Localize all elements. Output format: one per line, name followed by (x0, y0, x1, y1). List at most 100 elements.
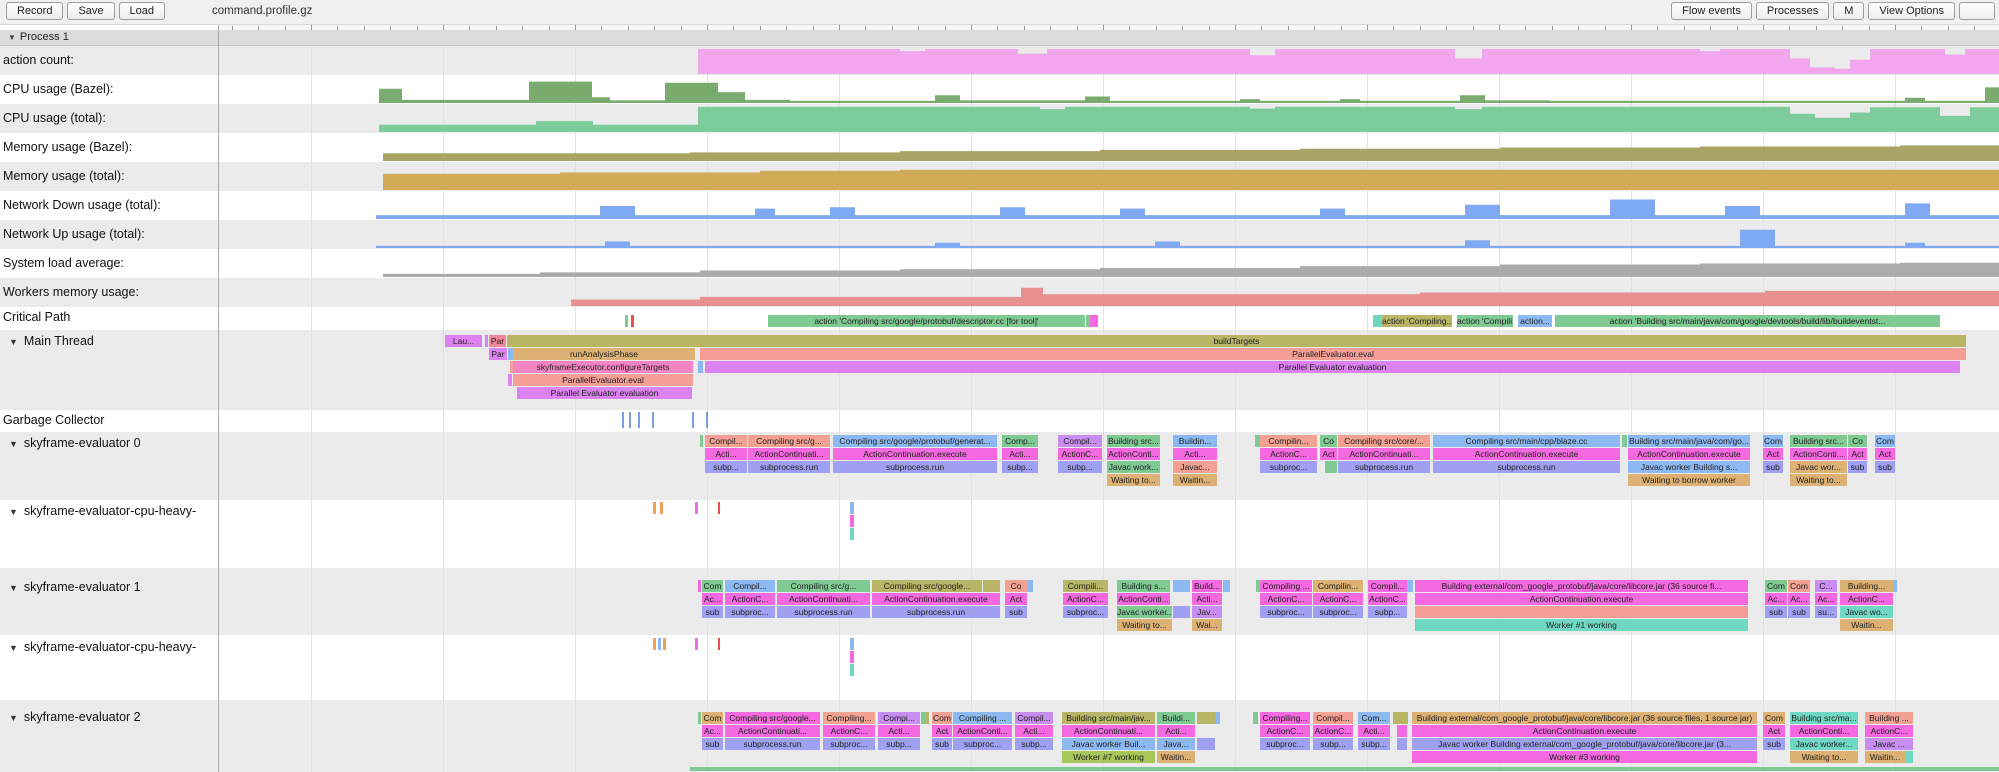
trace-event[interactable]: Wai... (1192, 619, 1222, 631)
trace-event[interactable]: Com (1875, 435, 1895, 447)
trace-event[interactable]: subproc... (1260, 461, 1317, 473)
trace-event[interactable]: subp... (1368, 606, 1407, 618)
trace-event[interactable]: Compili... (1063, 580, 1108, 592)
trace-event[interactable]: Waitin... (1157, 751, 1195, 763)
trace-event[interactable]: sub (702, 738, 723, 750)
trace-event[interactable]: action 'Compiling src/google/protobuf/de… (768, 315, 1085, 327)
trace-event[interactable] (698, 580, 701, 592)
trace-event[interactable]: ActionC... (1260, 593, 1312, 605)
trace-event[interactable]: subp... (1358, 738, 1390, 750)
trace-event[interactable] (1197, 712, 1215, 724)
trace-event[interactable]: sub (1005, 606, 1027, 618)
row-label-skyframe-evaluator-2[interactable]: ▼ skyframe-evaluator 2 (3, 710, 141, 724)
trace-event[interactable] (850, 664, 854, 676)
trace-event[interactable]: Act (1005, 593, 1027, 605)
trace-event[interactable]: ActionContinuation.execute (1433, 448, 1620, 460)
trace-event[interactable]: Ac... (1788, 593, 1810, 605)
trace-event[interactable]: ActionContinuation.execute (833, 448, 997, 460)
counter-chart-net-up[interactable] (218, 220, 1999, 249)
trace-event[interactable]: Waitin... (1865, 751, 1905, 763)
trace-event[interactable]: subprocess.run (1338, 461, 1430, 473)
trace-event[interactable]: Co (1848, 435, 1867, 447)
trace-event[interactable] (718, 638, 720, 650)
trace-event[interactable] (850, 515, 854, 527)
trace-event[interactable]: Compiling ... (1260, 580, 1312, 592)
counter-chart-mem-bazel[interactable] (218, 133, 1999, 162)
trace-event[interactable] (983, 580, 1000, 592)
trace-event[interactable]: Compil... (1058, 435, 1102, 447)
trace-event[interactable] (695, 638, 698, 650)
trace-event[interactable]: ActionC... (1865, 725, 1913, 737)
trace-event[interactable]: sub (1763, 738, 1785, 750)
trace-event[interactable]: Worker #1 working (1415, 619, 1748, 631)
trace-event[interactable]: subp... (1313, 738, 1353, 750)
trace-event[interactable]: subp... (878, 738, 920, 750)
trace-event[interactable] (1397, 738, 1407, 750)
collapse-arrow-icon[interactable]: ▼ (9, 643, 18, 653)
collapse-arrow-icon[interactable]: ▼ (9, 583, 18, 593)
trace-event-partial[interactable] (690, 767, 1999, 771)
trace-event[interactable]: action 'Building src/main/java/com/googl… (1555, 315, 1940, 327)
trace-event[interactable]: sub (702, 606, 723, 618)
trace-event[interactable]: Act (932, 725, 952, 737)
trace-event[interactable] (622, 412, 624, 428)
trace-event[interactable]: subproc... (725, 606, 775, 618)
trace-event[interactable]: subproc... (1260, 738, 1310, 750)
trace-event[interactable]: ActionC... (1063, 593, 1108, 605)
save-button[interactable]: Save (67, 2, 115, 20)
trace-event[interactable]: Building... (1840, 580, 1893, 592)
trace-event[interactable]: Co (1005, 580, 1027, 592)
trace-event[interactable]: Act (1763, 725, 1785, 737)
trace-event[interactable]: Ac... (702, 593, 723, 605)
trace-event[interactable]: Compil... (705, 435, 747, 447)
trace-event[interactable]: ActionC... (725, 593, 775, 605)
trace-event[interactable]: buildTargets (507, 335, 1966, 347)
trace-event[interactable]: subprocess.run (833, 461, 997, 473)
process-header[interactable]: ▼ Process 1 (0, 30, 1999, 46)
trace-event[interactable] (1893, 580, 1897, 592)
counter-chart-workers-mem[interactable] (218, 278, 1999, 307)
trace-event[interactable] (508, 374, 512, 386)
processes-button[interactable]: Processes (1755, 2, 1830, 20)
trace-event[interactable]: Compiling src/main/cpp/blaze.cc (1433, 435, 1620, 447)
trace-event[interactable]: sub (932, 738, 952, 750)
trace-event[interactable]: sub (1875, 461, 1895, 473)
trace-event[interactable]: C... (1815, 580, 1837, 592)
trace-event[interactable]: Build... (1192, 580, 1222, 592)
trace-event[interactable]: ActionContinuation.execute (1412, 725, 1757, 737)
collapse-arrow-icon[interactable]: ▼ (9, 337, 18, 347)
trace-event[interactable]: Compilin... (1260, 435, 1317, 447)
trace-event[interactable]: Compiling src/google... (725, 712, 820, 724)
trace-event[interactable]: sub (1848, 461, 1867, 473)
trace-event[interactable]: skyframeExecutor.configureTargets (513, 361, 693, 373)
trace-event[interactable] (1415, 606, 1748, 618)
trace-event[interactable]: Compiling src/core/... (1338, 435, 1430, 447)
trace-event[interactable]: Compiling src/g... (777, 580, 870, 592)
trace-event[interactable]: ActionC... (823, 725, 875, 737)
trace-event[interactable]: Ac... (1765, 593, 1787, 605)
trace-event[interactable]: subp... (1002, 461, 1038, 473)
trace-event[interactable]: Parallel Evaluator evaluation (705, 361, 1960, 373)
trace-event[interactable]: Worker #3 working (1412, 751, 1757, 763)
trace-event[interactable]: ActionC... (1840, 593, 1893, 605)
trace-event[interactable]: ActionContinuation.execute (1628, 448, 1750, 460)
trace-event[interactable]: Acti... (1173, 448, 1217, 460)
trace-event[interactable]: subprocess.run (748, 461, 830, 473)
trace-event[interactable] (1215, 712, 1220, 724)
counter-chart-cpu-total[interactable] (218, 104, 1999, 133)
trace-event[interactable]: Acti... (1358, 725, 1390, 737)
trace-event[interactable]: Javac worker Building external/com_googl… (1412, 738, 1757, 750)
trace-event[interactable]: subproc... (953, 738, 1012, 750)
trace-event[interactable]: Par (489, 348, 507, 360)
trace-event[interactable]: Buildi... (1157, 712, 1195, 724)
trace-event[interactable]: action... (1518, 315, 1552, 327)
trace-event[interactable] (1197, 738, 1215, 750)
row-label-skyframe-evaluator-0[interactable]: ▼ skyframe-evaluator 0 (3, 436, 141, 450)
trace-event[interactable]: action 'Compiling... (1382, 315, 1452, 327)
trace-event[interactable]: Waiting to... (1107, 474, 1160, 486)
trace-event[interactable]: Building src... (1790, 435, 1847, 447)
row-label-main-thread[interactable]: ▼ Main Thread (3, 334, 94, 348)
trace-event[interactable]: subproc... (1313, 606, 1363, 618)
trace-event[interactable]: subp... (1058, 461, 1102, 473)
trace-event[interactable]: Acti... (1015, 725, 1053, 737)
